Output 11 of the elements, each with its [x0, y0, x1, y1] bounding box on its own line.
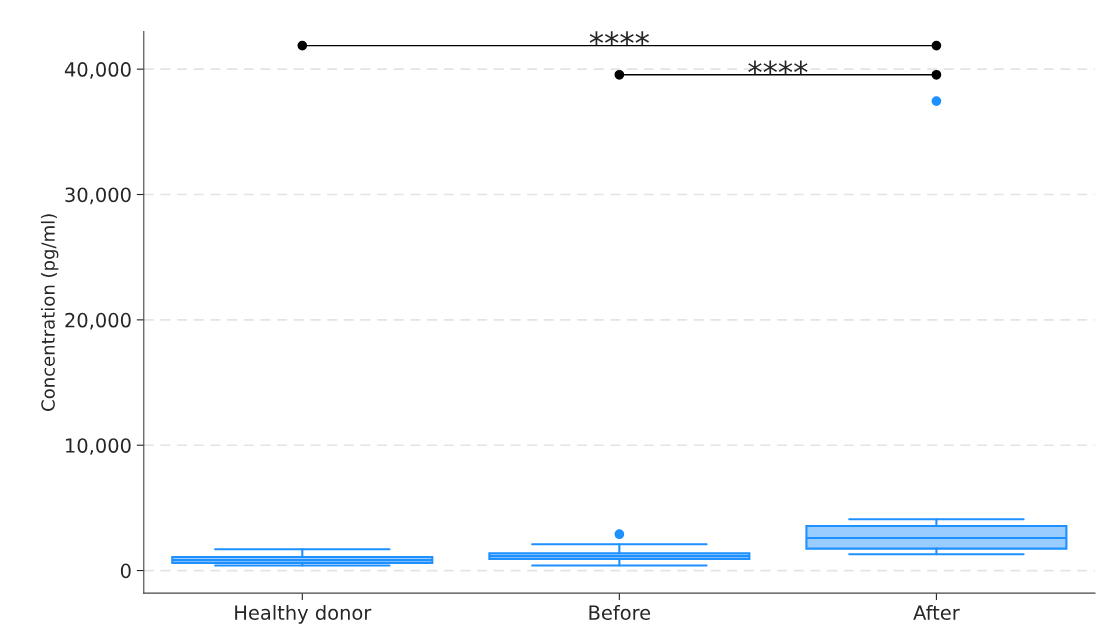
- y-tick-label: 10,000: [66, 438, 131, 455]
- y-axis-title: Concentration (pg/ml): [40, 214, 59, 411]
- x-tick-label: Before: [589, 604, 651, 620]
- y-tick-label: 40,000: [64, 62, 131, 79]
- y-tick-label: 30,000: [65, 187, 131, 205]
- x-tick-label: After: [913, 604, 960, 620]
- y-tick-label: 20,000: [65, 312, 131, 330]
- x-tick-label: Healthy donor: [235, 604, 372, 624]
- annotation: ****: [589, 31, 649, 46]
- annotation: ****: [748, 60, 808, 75]
- y-tick-label: 0: [120, 563, 131, 579]
